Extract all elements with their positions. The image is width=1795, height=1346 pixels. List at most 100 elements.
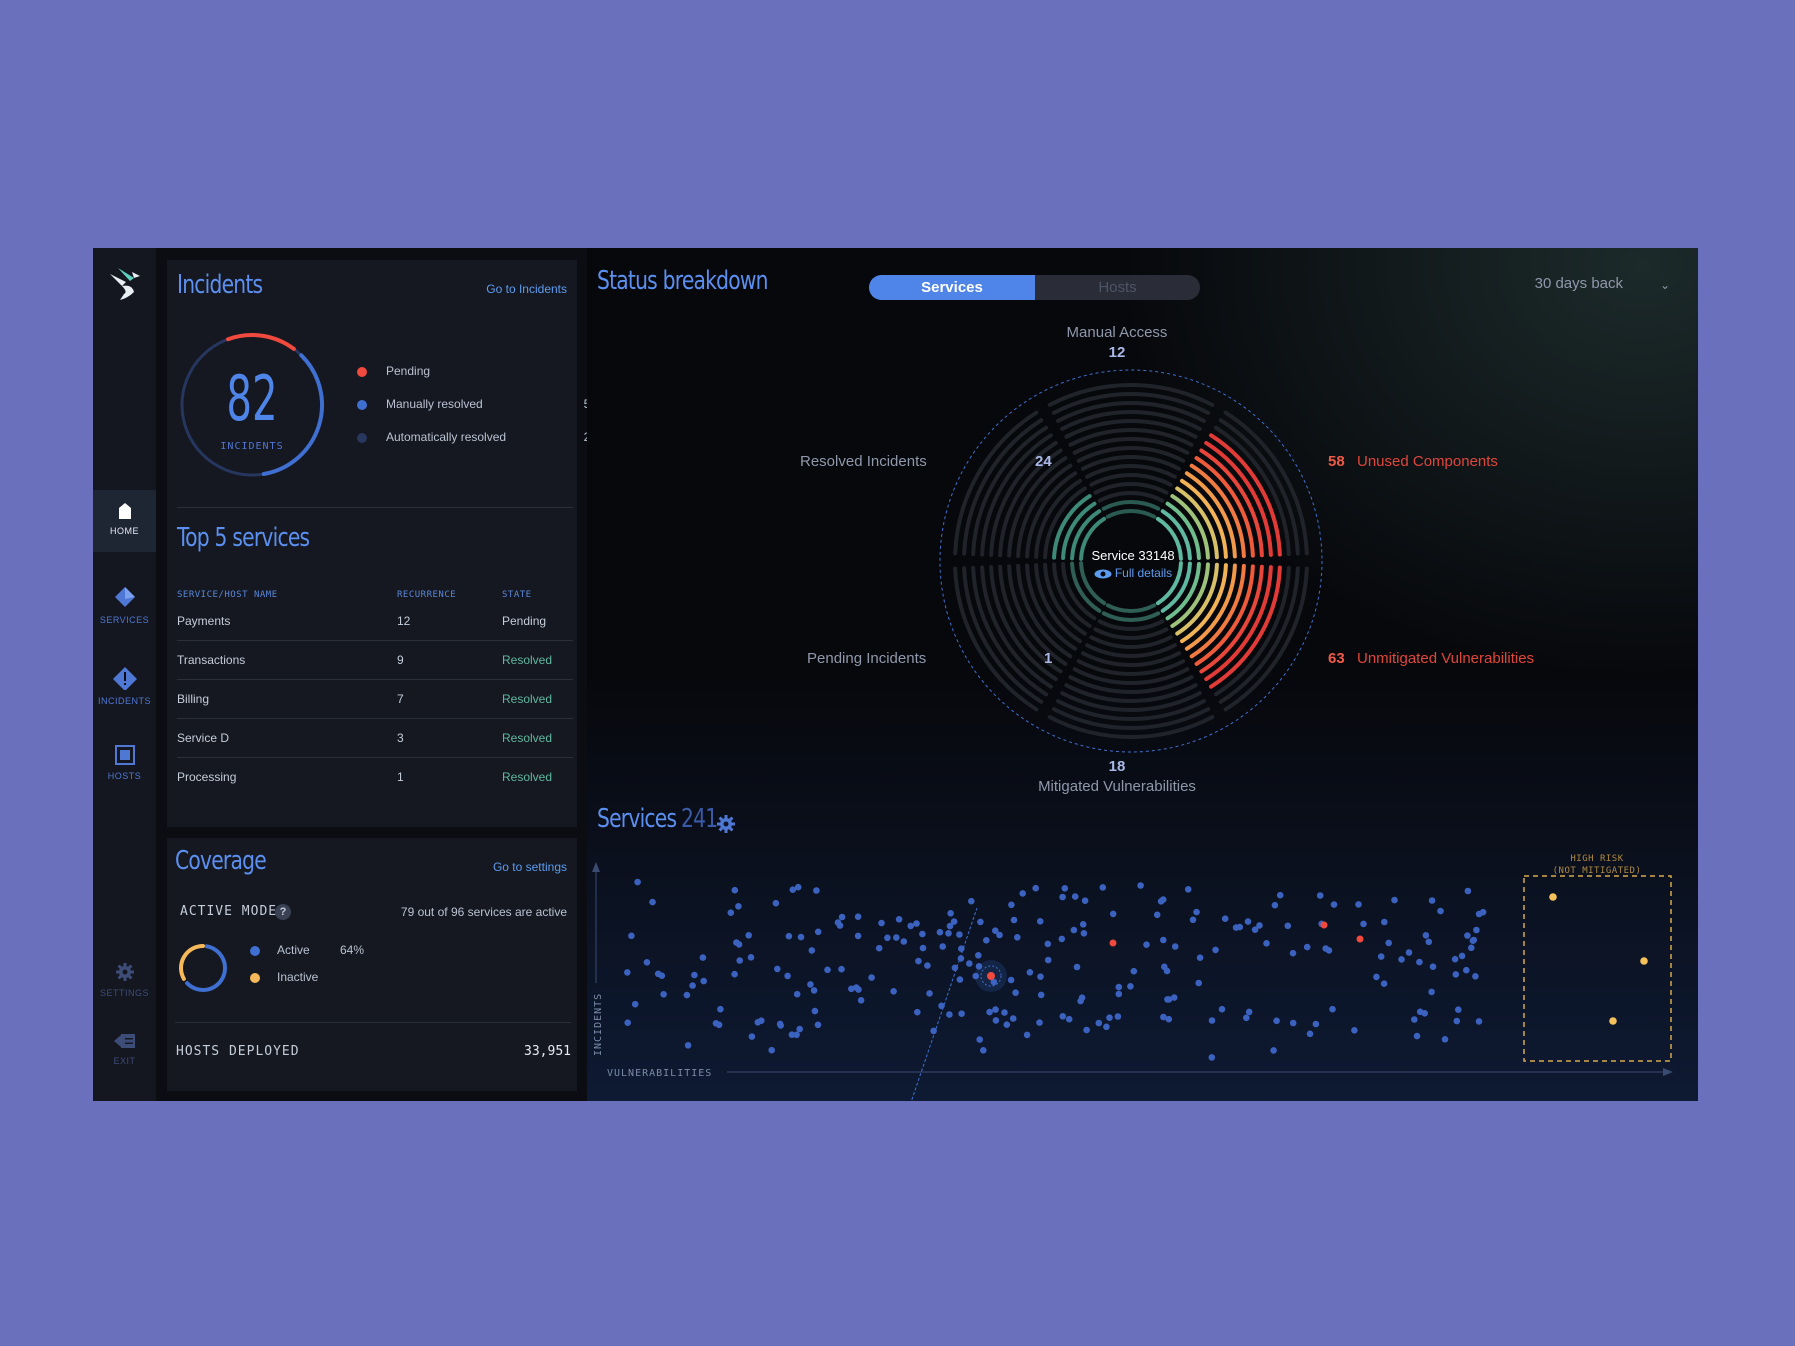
service-point[interactable] [814,928,822,936]
service-point[interactable] [1170,994,1178,1001]
service-point[interactable] [1312,1020,1320,1028]
service-point[interactable] [643,959,651,966]
nav-hosts[interactable]: HOSTS [93,745,156,781]
nav-exit[interactable]: EXIT [93,1032,156,1066]
service-point[interactable] [1405,949,1413,956]
service-point[interactable] [797,933,805,941]
service-point[interactable] [968,897,975,905]
service-point[interactable] [1114,1013,1122,1020]
service-point[interactable] [1385,939,1392,947]
go-to-settings-link[interactable]: Go to settings [492,860,567,874]
service-point[interactable] [1245,1008,1253,1016]
service-point[interactable] [1070,926,1078,934]
service-point[interactable] [1153,911,1161,919]
service-point[interactable] [990,978,998,986]
service-point[interactable] [1143,941,1150,948]
nav-services[interactable]: SERVICES [93,585,156,625]
service-point[interactable] [977,918,984,926]
service-point[interactable] [1106,1014,1113,1021]
service-point[interactable] [996,931,1003,939]
service-point[interactable] [838,965,845,973]
tab-services[interactable]: Services [869,275,1035,300]
service-point[interactable] [1079,921,1087,928]
service-point[interactable] [1451,955,1459,963]
service-point[interactable] [785,932,793,940]
service-point[interactable] [939,943,946,950]
service-point[interactable] [1251,926,1259,933]
service-point[interactable] [736,957,743,964]
service-point[interactable] [1329,1005,1336,1013]
service-point[interactable] [1037,973,1044,980]
service-point[interactable] [913,920,920,927]
service-point[interactable] [1273,1017,1280,1025]
service-point[interactable] [1458,952,1466,960]
service-point[interactable] [966,960,973,967]
service-point[interactable] [717,1005,724,1013]
service-point[interactable] [1109,910,1117,918]
service-point[interactable] [875,944,883,952]
service-point[interactable] [878,919,885,927]
service-point[interactable] [793,1031,800,1039]
service-point[interactable] [893,934,900,941]
service-point[interactable] [807,981,814,988]
service-point[interactable] [1160,936,1167,944]
service-point[interactable] [1159,896,1167,903]
service-point[interactable] [811,1007,819,1015]
service-point[interactable] [1014,934,1021,941]
service-point[interactable] [1189,916,1197,924]
service-point[interactable] [900,938,908,945]
service-point[interactable] [1099,884,1107,891]
service-point[interactable] [884,934,891,942]
service-point[interactable] [1115,983,1123,991]
service-point[interactable] [924,962,931,969]
service-point[interactable] [1428,897,1436,904]
service-point[interactable] [1360,920,1367,928]
service-point[interactable] [1276,891,1284,899]
nav-home[interactable]: HOME [93,490,156,552]
service-point[interactable] [854,913,862,920]
service-point[interactable] [1171,943,1179,950]
service-point[interactable] [1473,926,1480,934]
alert-service-point[interactable] [1320,921,1328,929]
service-point[interactable] [712,1020,720,1027]
service-point[interactable] [1416,958,1423,966]
service-point[interactable] [895,916,903,923]
service-point[interactable] [1165,1015,1173,1023]
service-point[interactable] [699,954,707,961]
service-point[interactable] [789,886,797,893]
table-row[interactable]: Transactions 9 Resolved [177,641,573,680]
service-point[interactable] [1115,990,1123,998]
service-point[interactable] [1195,979,1202,987]
service-point[interactable] [1026,969,1034,976]
service-point[interactable] [1077,997,1084,1005]
service-point[interactable] [986,1008,993,1016]
service-point[interactable] [926,990,933,997]
service-point[interactable] [735,941,743,948]
service-point[interactable] [1036,1019,1043,1026]
service-point[interactable] [1325,947,1333,954]
service-point[interactable] [1080,930,1088,937]
service-point[interactable] [983,937,990,944]
service-point[interactable] [946,922,954,930]
service-point[interactable] [1163,967,1171,975]
service-point[interactable] [1373,973,1380,981]
service-point[interactable] [1381,918,1388,926]
service-point[interactable] [1429,963,1437,970]
service-point[interactable] [1184,886,1192,893]
service-point[interactable] [857,997,865,1004]
service-point[interactable] [793,990,801,998]
service-point[interactable] [848,985,855,993]
service-point[interactable] [1232,924,1240,931]
service-point[interactable] [836,922,844,929]
service-point[interactable] [958,945,965,952]
service-point[interactable] [1165,996,1173,1003]
table-row[interactable]: Billing 7 Resolved [177,680,573,719]
service-point[interactable] [972,972,979,980]
service-point[interactable] [945,930,952,937]
service-point[interactable] [1244,918,1252,925]
service-point[interactable] [980,1047,987,1054]
service-point[interactable] [1355,901,1362,908]
service-point[interactable] [1023,1031,1031,1039]
high-risk-service-point[interactable] [1549,893,1557,901]
service-point[interactable] [700,977,707,985]
